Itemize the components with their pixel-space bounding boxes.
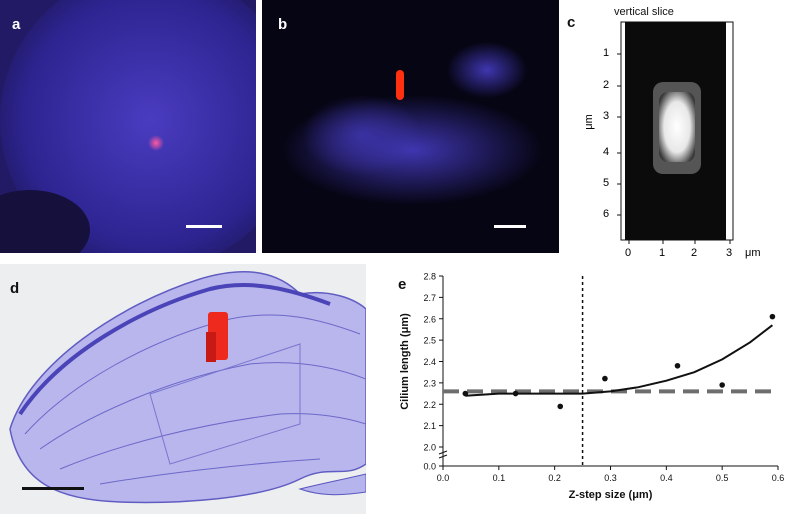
data-point <box>602 375 608 382</box>
y-tick-label: 0.0 <box>423 462 436 472</box>
tick-label: 6 <box>603 208 610 220</box>
y-axis-label: μm <box>582 114 595 130</box>
x-axis-label: Z-step size (μm) <box>569 489 653 501</box>
tick-label: 3 <box>726 247 733 259</box>
panel-a-label: a <box>12 16 21 33</box>
tick-label: 2 <box>691 247 698 259</box>
scale-bar <box>494 225 526 228</box>
data-point <box>512 390 519 397</box>
panel-b-image <box>262 0 559 253</box>
data-point <box>769 313 776 320</box>
y-tick-label: 2.4 <box>423 357 436 367</box>
tick-label: 5 <box>603 177 610 189</box>
tick-label: 4 <box>603 146 610 158</box>
x-axis-unit: μm <box>745 247 761 259</box>
x-tick-label: 0.1 <box>493 473 506 483</box>
data-point <box>557 403 564 410</box>
panel-e-chart: e 0.0 2.0 2.1 2.2 2.3 2.4 2.5 2.6 2.7 2.8 0.0 0.1 0.… <box>370 264 785 514</box>
tick-label: 2 <box>603 79 610 91</box>
scale-bar <box>22 487 84 490</box>
scale-bar <box>186 225 222 228</box>
fit-curve <box>465 324 774 397</box>
x-tick-label: 0.2 <box>548 473 561 483</box>
cilium-spot <box>396 70 404 100</box>
panel-b-micrograph: b <box>262 0 559 253</box>
panel-b-label: b <box>278 16 288 33</box>
y-tick-label: 2.7 <box>423 293 436 303</box>
cilium-spot <box>148 135 164 151</box>
x-tick-label: 0.6 <box>772 473 785 483</box>
panel-a-micrograph: a <box>0 0 256 253</box>
y-tick-label: 2.1 <box>423 421 436 431</box>
panel-c-vertical-slice: c vertical slice 1 2 3 4 5 6 <box>567 0 785 262</box>
y-tick-label: 2.6 <box>423 314 436 324</box>
y-tick-label: 2.2 <box>423 400 436 410</box>
panel-c-label: c <box>567 14 576 31</box>
axis-break <box>438 450 448 455</box>
data-point <box>719 382 725 388</box>
panel-d-image <box>9 271 366 504</box>
y-tick-label: 2.3 <box>423 378 436 388</box>
data-point <box>674 362 681 369</box>
axis-break <box>438 454 448 459</box>
x-tick-label: 0.4 <box>660 473 673 483</box>
tick-label: 1 <box>659 247 666 259</box>
panel-a-image <box>0 0 256 253</box>
panel-c-plot <box>617 21 734 244</box>
panel-c-title: vertical slice <box>614 6 674 18</box>
scatter-chart: 0.0 2.0 2.1 2.2 2.3 2.4 2.5 2.6 2.7 2.8 0.0 0.1 0.2 0… <box>399 272 785 502</box>
y-tick-label: 2.8 <box>423 272 436 282</box>
x-tick-label: 0.3 <box>604 473 617 483</box>
panel-e-label: e <box>398 276 407 293</box>
tick-label: 0 <box>625 247 632 259</box>
x-tick-label: 0.0 <box>437 473 450 483</box>
y-tick-label: 2.5 <box>423 336 436 346</box>
panel-d-label: d <box>10 280 20 297</box>
data-point <box>462 390 469 397</box>
y-axis-label: Cilium length (μm) <box>399 313 411 410</box>
panel-d-3d-rendering: d <box>0 264 366 514</box>
y-tick-label: 2.0 <box>423 443 436 453</box>
tick-label: 1 <box>603 47 610 59</box>
x-tick-label: 0.5 <box>716 473 729 483</box>
tick-label: 3 <box>603 110 610 122</box>
